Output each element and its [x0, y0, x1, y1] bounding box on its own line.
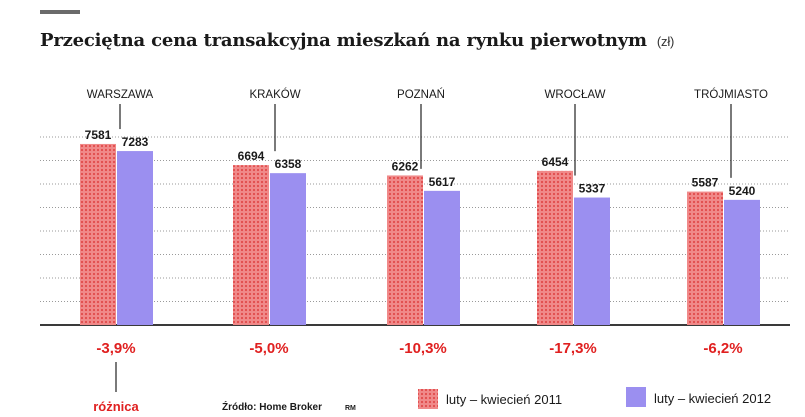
change-label: -17,3% — [549, 340, 597, 357]
header-accent-line — [40, 10, 80, 14]
chart-unit: (zł) — [656, 34, 675, 49]
chart-title-row: Przeciętna cena transakcyjna mieszkań na… — [40, 30, 674, 51]
bar-2012 — [270, 173, 306, 325]
author-initials: RM — [345, 405, 356, 412]
value-label-2011: 7581 — [85, 128, 112, 142]
change-label: -5,0% — [249, 340, 288, 357]
bar-2011 — [687, 191, 723, 325]
category-label: WROCŁAW — [545, 89, 606, 101]
bar-2012 — [117, 151, 153, 325]
bar-2011 — [80, 143, 116, 325]
category-label: WARSZAWA — [87, 89, 154, 101]
legend-swatch-2011 — [418, 389, 438, 409]
value-label-2011: 6262 — [392, 159, 419, 173]
difference-label: różnica — [93, 399, 139, 414]
value-label-2011: 6694 — [238, 149, 265, 163]
bar-2011 — [537, 170, 573, 325]
legend-label-2011: luty – kwiecień 2011 — [446, 392, 562, 407]
change-label: -10,3% — [399, 340, 447, 357]
bar-2011 — [387, 175, 423, 325]
bar-2012 — [574, 197, 610, 325]
change-label: -3,9% — [96, 340, 135, 357]
value-label-2012: 5617 — [429, 175, 456, 189]
legend-swatch-2012 — [626, 387, 646, 407]
chart-title: Przeciętna cena transakcyjna mieszkań na… — [40, 30, 647, 51]
bar-2012 — [424, 190, 460, 325]
legend-label-2012: luty – kwiecień 2012 — [654, 391, 771, 406]
category-label: TRÓJMIASTO — [694, 88, 768, 101]
bar-2012 — [724, 199, 760, 325]
value-label-2012: 7283 — [122, 135, 149, 149]
category-label: POZNAŃ — [397, 88, 445, 101]
value-label-2012: 5240 — [729, 184, 756, 198]
bar-2011 — [233, 165, 269, 325]
category-label: KRAKÓW — [249, 88, 300, 101]
value-label-2012: 5337 — [579, 182, 606, 196]
value-label-2012: 6358 — [275, 157, 302, 171]
value-label-2011: 6454 — [542, 155, 569, 169]
change-label: -6,2% — [703, 340, 742, 357]
source-label: Źródło: Home Broker — [222, 400, 322, 413]
value-label-2011: 5587 — [692, 176, 719, 190]
